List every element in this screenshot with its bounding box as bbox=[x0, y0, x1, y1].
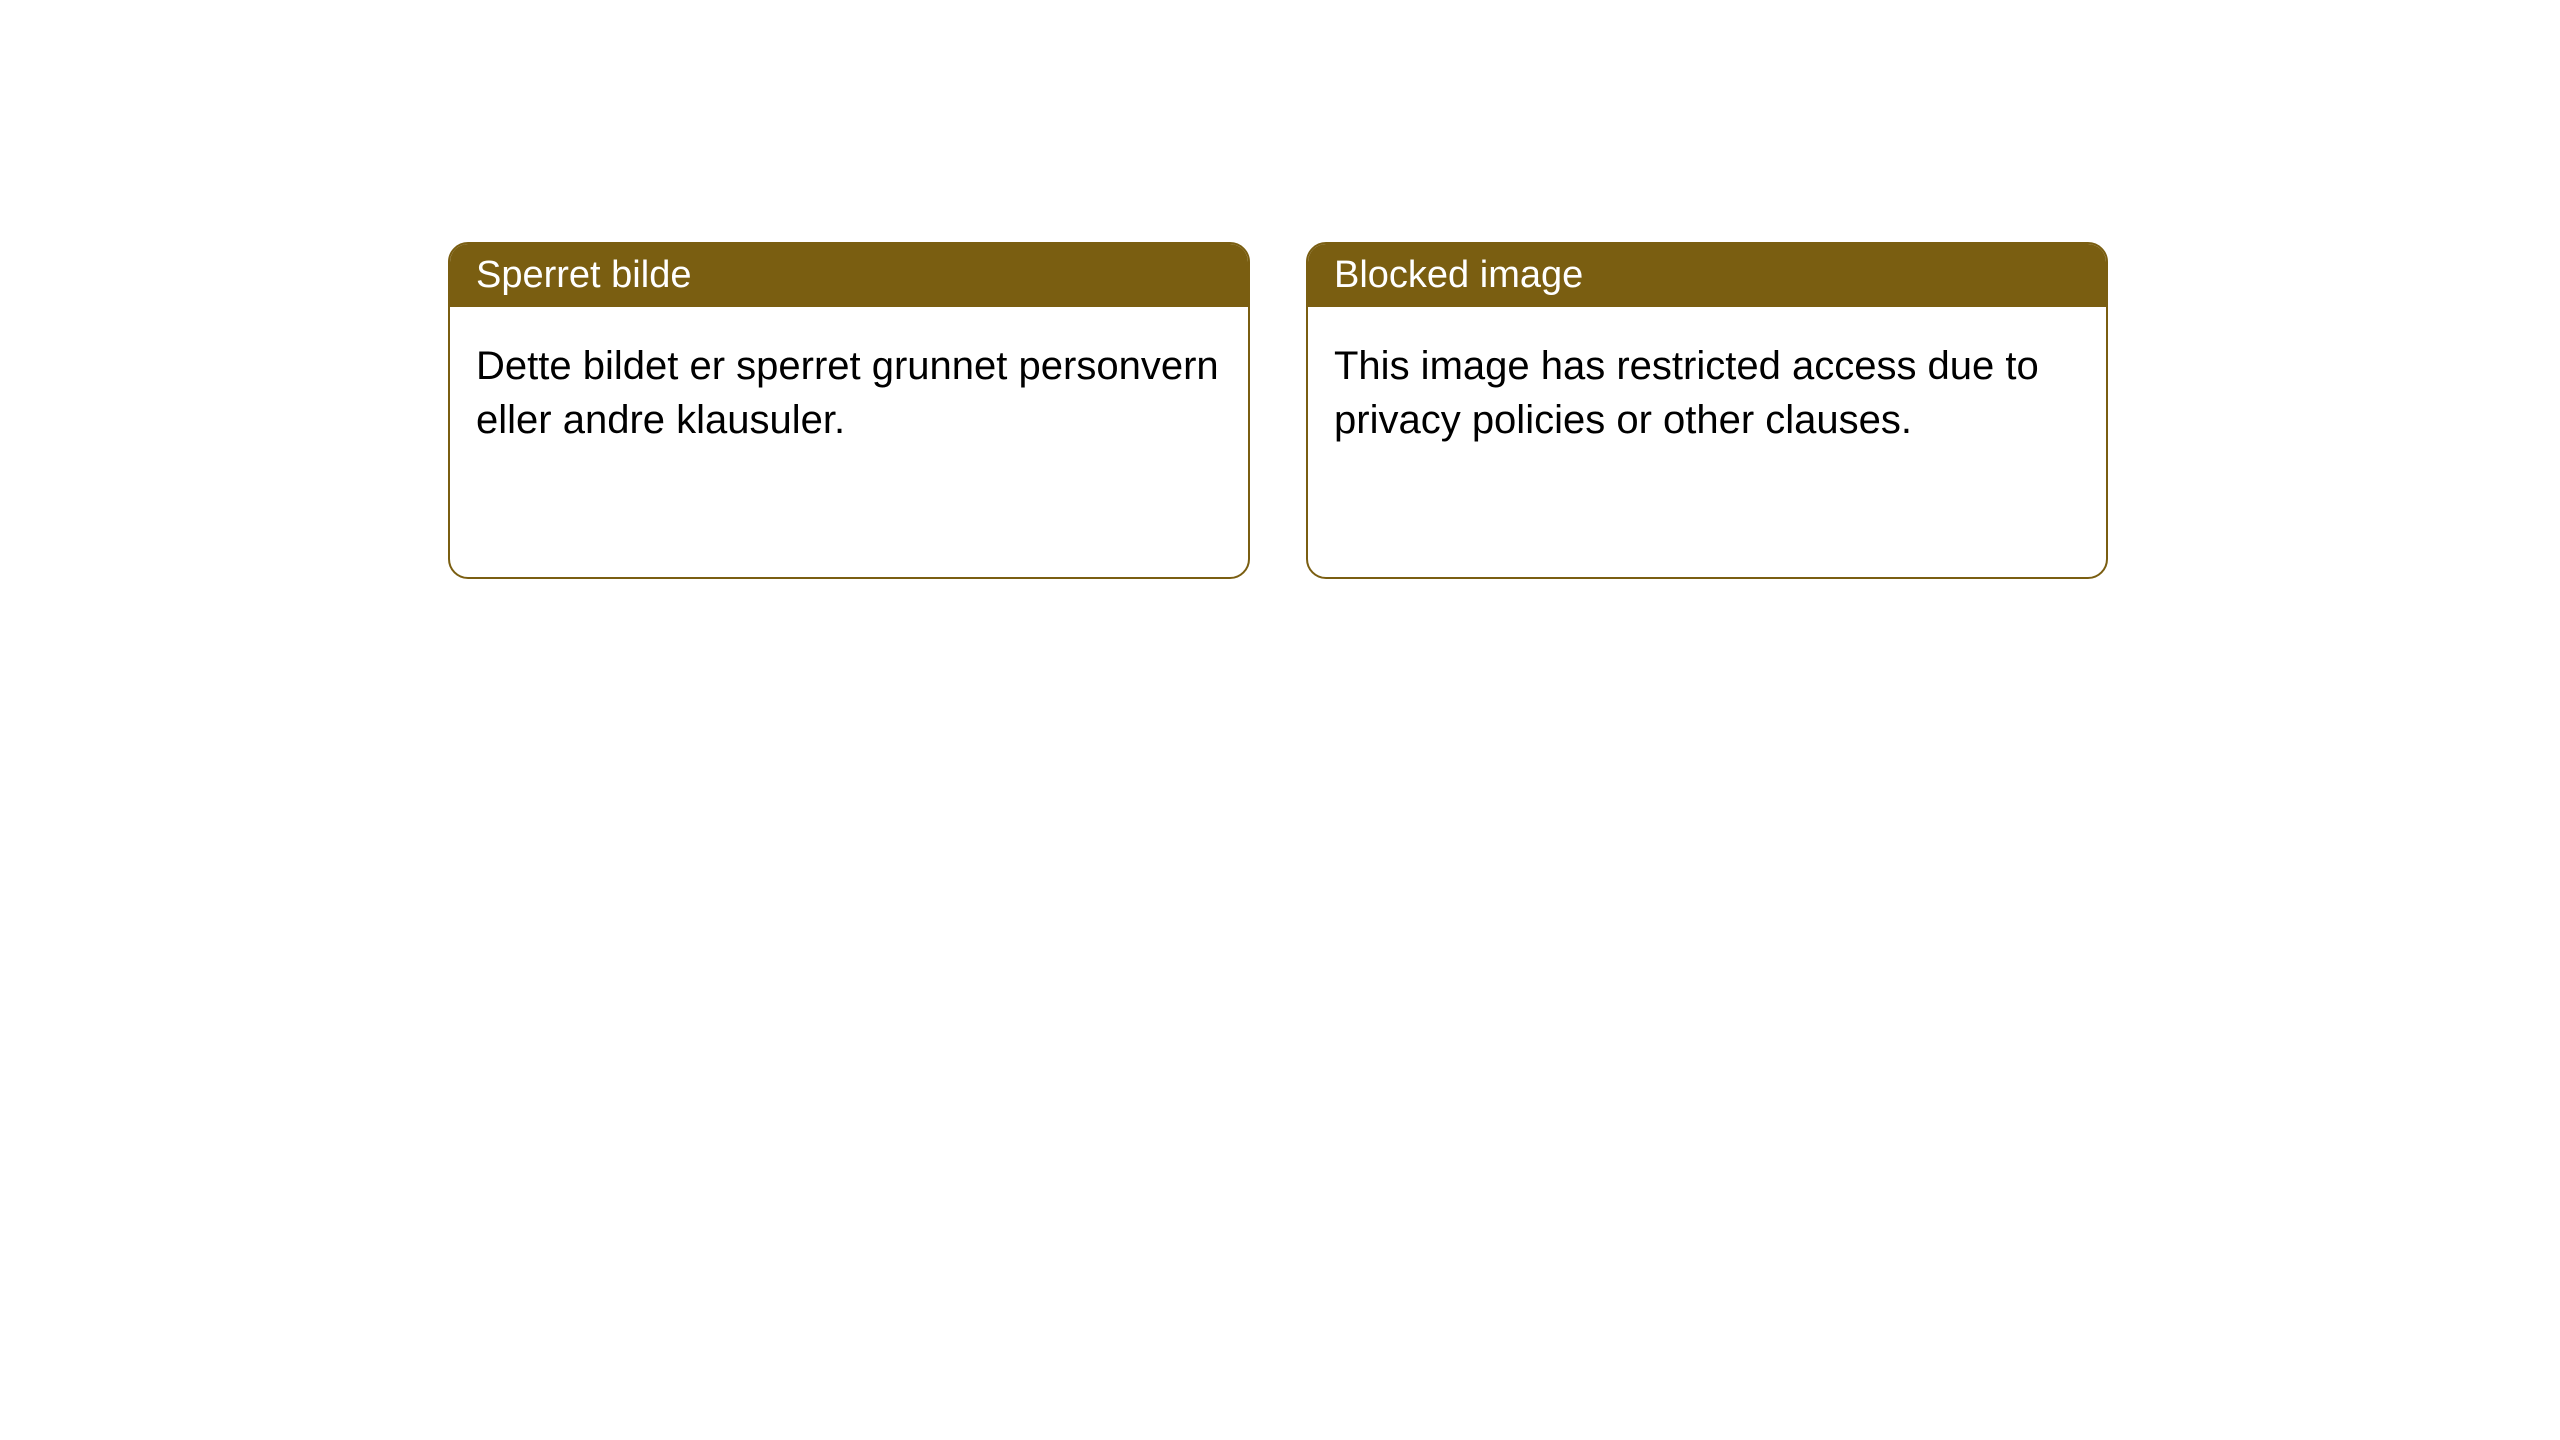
notice-title: Sperret bilde bbox=[476, 254, 691, 296]
notice-body: This image has restricted access due to … bbox=[1308, 307, 2106, 577]
notice-header: Sperret bilde bbox=[450, 244, 1248, 307]
notice-card-container: Sperret bilde Dette bildet er sperret gr… bbox=[448, 242, 2108, 579]
notice-body: Dette bildet er sperret grunnet personve… bbox=[450, 307, 1248, 577]
notice-body-text: Dette bildet er sperret grunnet personve… bbox=[476, 344, 1219, 442]
notice-header: Blocked image bbox=[1308, 244, 2106, 307]
notice-body-text: This image has restricted access due to … bbox=[1334, 344, 2039, 442]
notice-card-en: Blocked image This image has restricted … bbox=[1306, 242, 2108, 579]
notice-card-no: Sperret bilde Dette bildet er sperret gr… bbox=[448, 242, 1250, 579]
notice-title: Blocked image bbox=[1334, 254, 1583, 296]
